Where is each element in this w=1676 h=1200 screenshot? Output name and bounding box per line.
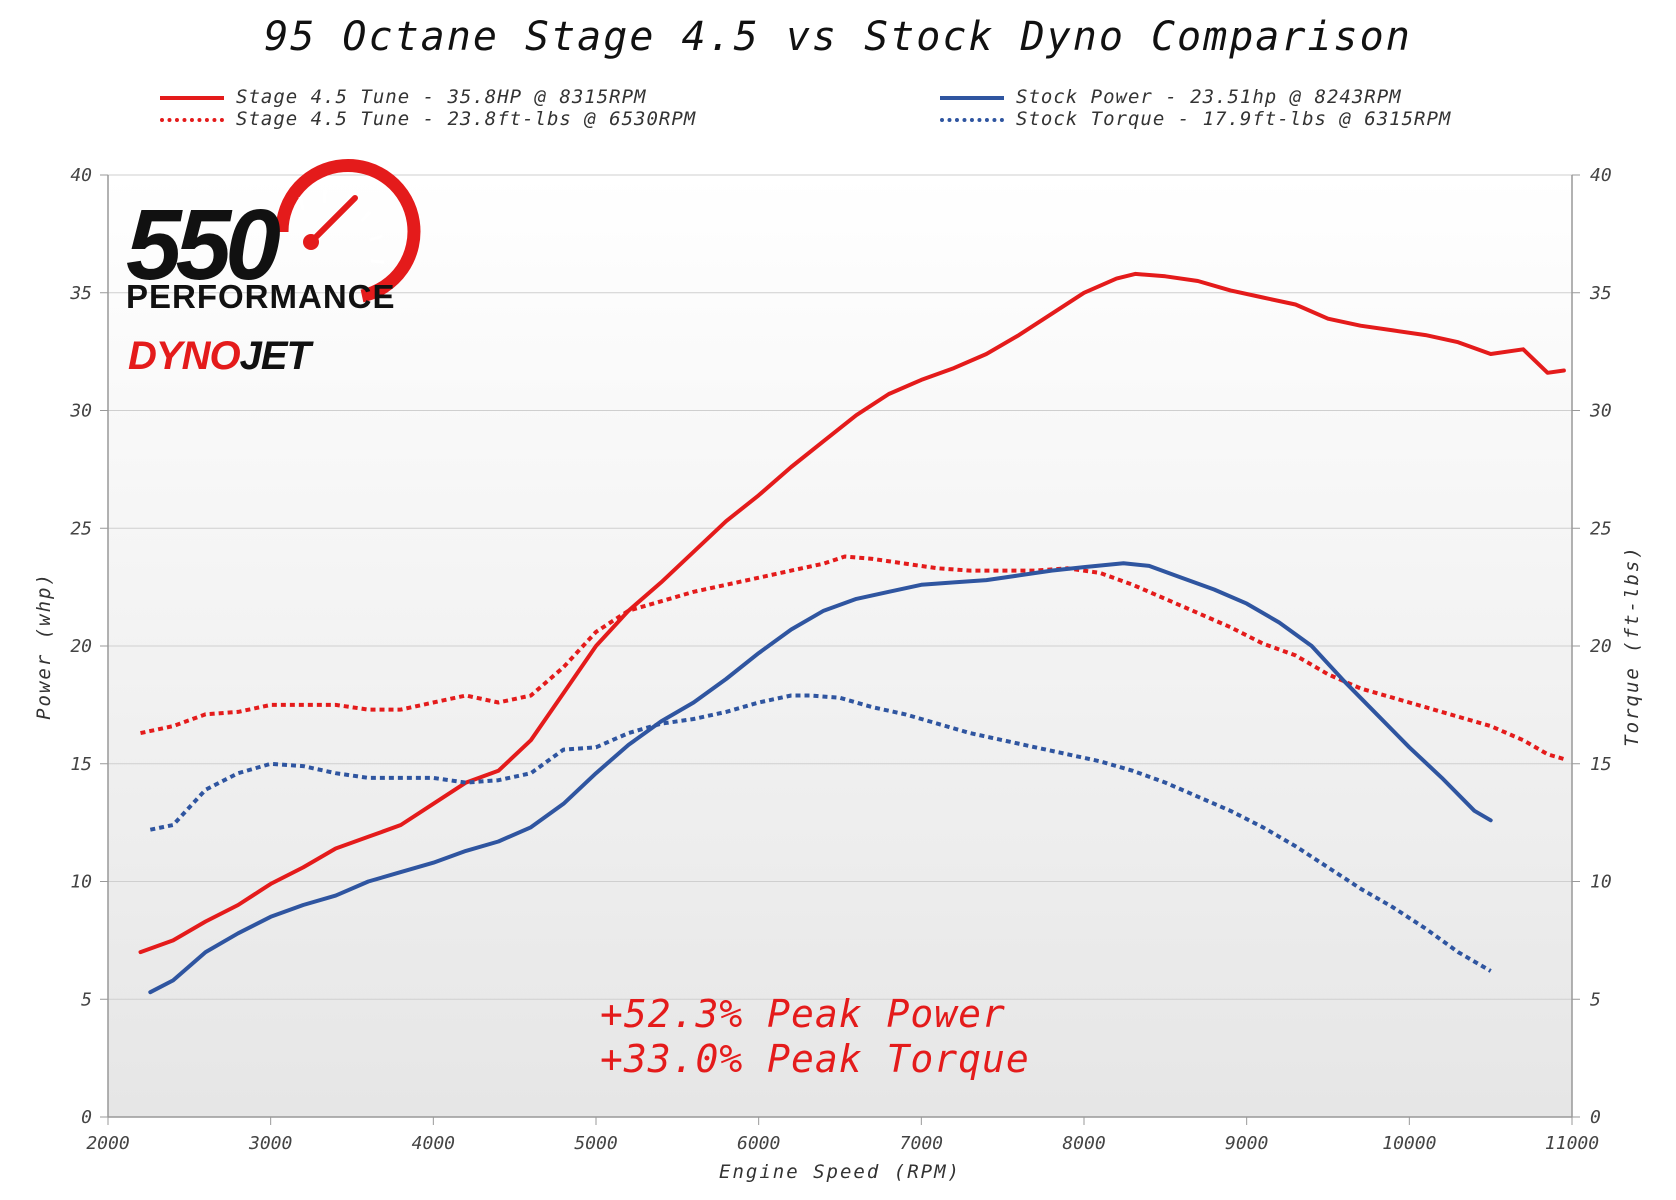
- y-tick-label-left: 10: [70, 872, 92, 893]
- x-tick-label: 7000: [900, 1133, 943, 1154]
- y-tick-label-right: 40: [1590, 165, 1612, 186]
- chart-title: 95 Octane Stage 4.5 vs Stock Dyno Compar…: [264, 14, 1412, 60]
- y-tick-label-left: 5: [81, 989, 92, 1010]
- x-tick-label: 3000: [248, 1133, 292, 1154]
- legend-label: Stage 4.5 Tune - 35.8HP @ 8315RPM: [236, 86, 647, 108]
- dynojet-logo-red: DYNO: [128, 334, 241, 378]
- legend-label: Stock Power - 23.51hp @ 8243RPM: [1016, 86, 1402, 108]
- y-tick-label-left: 25: [70, 518, 92, 539]
- axes: 0 0 5 5 10 10 15 15 20 20 25 25 30 30 35 35 40 40 2000 3000…: [33, 165, 1643, 1183]
- speedometer-logo-icon: [275, 159, 421, 303]
- legend-swatch-solid-red: [160, 95, 224, 100]
- logo-number: 550: [126, 189, 281, 301]
- dynojet-logo-black: JET: [239, 334, 311, 378]
- legend-swatch-solid-blue: [940, 95, 1004, 100]
- series-line-stock-torque-17-9ft-lbs-6315rpm: [149, 693, 1492, 973]
- legend-swatch-dotted-blue: [940, 117, 1004, 122]
- y-tick-label-right: 10: [1590, 872, 1612, 893]
- y-tick-label-right: 35: [1589, 283, 1612, 304]
- dynojet-logo: DYNOJET: [128, 334, 311, 379]
- legend-label: Stage 4.5 Tune - 23.8ft-lbs @ 6530RPM: [236, 108, 697, 130]
- annotation-peak-torque: +33.0% Peak Torque: [600, 1037, 1030, 1081]
- y-tick-label-right: 5: [1590, 989, 1601, 1010]
- legend-swatch-dotted-red: [160, 117, 224, 122]
- logo-performance: PERFORMANCE: [126, 278, 396, 315]
- y-tick-label-right: 20: [1590, 636, 1612, 657]
- series-line-stage-4-5-tune-35-8hp-8315rpm: [138, 271, 1566, 955]
- series-lines: [138, 271, 1566, 995]
- x-tick-label: 2000: [86, 1133, 129, 1154]
- annotation-peak-power: +52.3% Peak Power: [600, 992, 1006, 1036]
- x-tick-label: 8000: [1062, 1133, 1105, 1154]
- legend-stock-torque: Stock Torque - 17.9ft-lbs @ 6315RPM: [940, 108, 1451, 130]
- y-tick-label-right: 30: [1589, 401, 1612, 422]
- y-tick-label-left: 15: [70, 754, 92, 775]
- y-tick-label-right: 25: [1590, 518, 1612, 539]
- y-tick-label-left: 20: [70, 636, 92, 657]
- y-tick-label-left: 40: [70, 165, 92, 186]
- x-tick-label: 6000: [737, 1133, 780, 1154]
- x-tick-label: 10000: [1382, 1133, 1436, 1154]
- x-tick-label: 5000: [574, 1133, 617, 1154]
- legend-label: Stock Torque - 17.9ft-lbs @ 6315RPM: [1016, 108, 1452, 130]
- legend-stage-torque: Stage 4.5 Tune - 23.8ft-lbs @ 6530RPM: [160, 108, 696, 130]
- x-tick-label: 4000: [412, 1133, 455, 1154]
- y-tick-label-left: 0: [81, 1107, 92, 1128]
- grid-lines: [108, 174, 1572, 1000]
- y-tick-label-right: 0: [1590, 1107, 1601, 1128]
- legend-stock-power: Stock Power - 23.51hp @ 8243RPM: [940, 86, 1402, 108]
- y-tick-label-left: 30: [69, 401, 92, 422]
- y-axis-label-right: Torque (ft-lbs): [1621, 545, 1643, 747]
- x-axis-label: Engine Speed (RPM): [719, 1161, 961, 1183]
- x-tick-label: 11000: [1545, 1133, 1599, 1154]
- y-tick-label-left: 35: [69, 283, 92, 304]
- y-axis-label-left: Power (whp): [33, 572, 55, 720]
- y-tick-label-right: 15: [1590, 754, 1612, 775]
- legend-stage-power: Stage 4.5 Tune - 35.8HP @ 8315RPM: [160, 86, 647, 108]
- x-tick-label: 9000: [1225, 1133, 1268, 1154]
- series-line-stock-power-23-51hp-8243rpm: [148, 561, 1493, 995]
